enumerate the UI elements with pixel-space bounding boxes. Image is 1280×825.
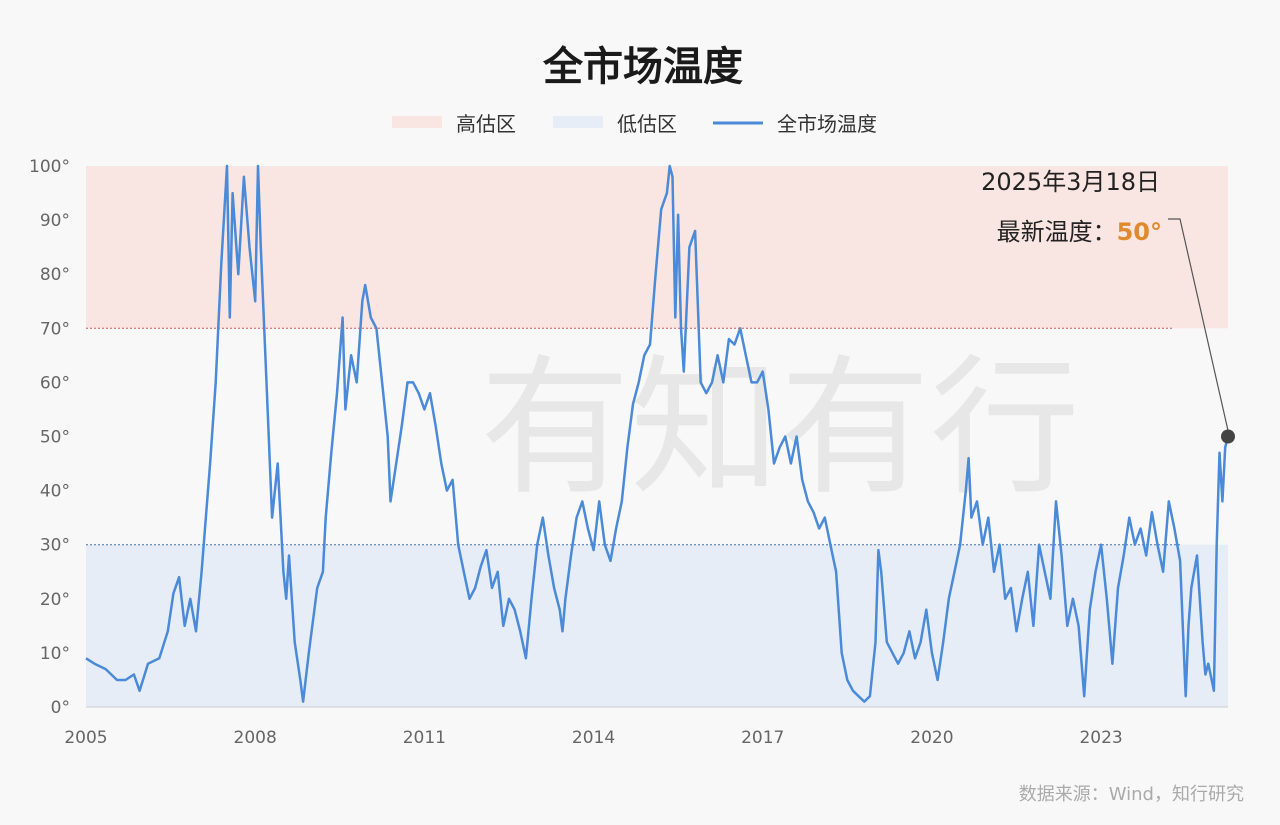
source-note: 数据来源：Wind，知行研究 [1019,784,1244,805]
y-tick-label: 50° [40,428,70,448]
y-tick-label: 60° [40,373,70,393]
annotation-label: 最新温度： [997,218,1117,246]
x-tick-label: 2017 [741,728,784,748]
y-tick-label: 90° [40,211,70,231]
y-axis-ticks: 0° 10° 20° 30° 40° 50° 60° 70° 80° 90° 100° [29,157,70,718]
x-tick-label: 2014 [572,728,615,748]
y-tick-label: 100° [29,157,70,177]
chart-title: 全市场温度 [542,44,743,90]
legend: 高估区 低估区 全市场温度 [392,112,877,136]
annotation-point-marker [1221,429,1235,444]
series-line-market-temperature [85,164,1230,703]
legend-swatch-low [553,116,603,128]
x-tick-label: 2008 [234,728,277,748]
x-tick-label: 2020 [910,728,953,748]
annotation-leader-line [1168,218,1229,431]
y-tick-label: 0° [51,698,70,718]
watermark-text: 有知有行 [480,342,1080,516]
legend-swatch-high [392,116,442,128]
y-tick-label: 40° [40,482,70,502]
legend-label-high: 高估区 [456,112,516,136]
x-tick-label: 2005 [64,728,107,748]
y-tick-label: 20° [40,590,70,610]
annotation-value-line: 最新温度：50° [997,218,1162,246]
y-tick-label: 70° [40,319,70,339]
low-zone-band [86,544,1228,707]
annotation-date: 2025年3月18日 [981,168,1160,196]
x-tick-label: 2011 [403,728,446,748]
watermark: 有知有行 [480,342,1080,516]
latest-annotation: 2025年3月18日 最新温度：50° [981,168,1235,444]
x-tick-label: 2023 [1079,728,1122,748]
y-tick-label: 30° [40,536,70,556]
y-tick-label: 10° [40,644,70,664]
annotation-value: 50° [1117,218,1162,246]
legend-label-line: 全市场温度 [777,112,877,136]
x-axis-ticks: 2005 2008 2011 2014 2017 2020 2023 [64,728,1122,748]
y-tick-label: 80° [40,265,70,285]
legend-label-low: 低估区 [617,112,677,136]
